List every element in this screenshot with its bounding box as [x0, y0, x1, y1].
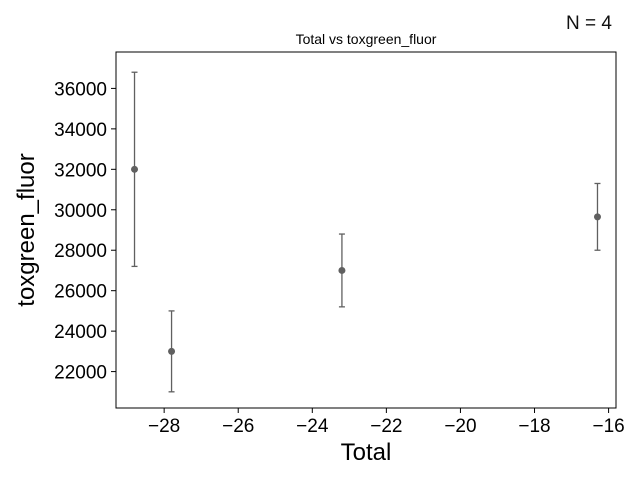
y-axis: 22000 24000 26000 28000 30000 32000 34000 36000	[54, 79, 116, 384]
sample-count-label: N = 4	[566, 13, 612, 34]
y-tick-label: 36000	[54, 79, 107, 100]
y-axis-label: toxgreen_fluor	[13, 153, 40, 306]
plot-frame	[115, 51, 617, 409]
x-tick-label: −16	[592, 416, 624, 437]
x-tick-label: −20	[444, 416, 476, 437]
x-axis: −28 −26 −24 −22 −20 −18 −16	[148, 408, 625, 437]
x-tick-label: −26	[222, 416, 254, 437]
y-tick-label: 26000	[54, 282, 107, 303]
data-points	[131, 71, 601, 393]
data-point	[168, 347, 176, 355]
y-tick-label: 24000	[54, 322, 107, 343]
y-tick-label: 30000	[54, 201, 107, 222]
y-tick-label: 34000	[54, 120, 107, 141]
x-axis-label: Total	[341, 439, 392, 466]
x-tick-label: −18	[518, 416, 550, 437]
y-tick-label: 32000	[54, 160, 107, 181]
y-tick-label: 22000	[54, 363, 107, 384]
x-tick-label: −22	[370, 416, 402, 437]
data-point	[593, 213, 601, 221]
x-tick-label: −28	[148, 416, 180, 437]
data-point	[131, 165, 139, 173]
y-tick-label: 28000	[54, 241, 107, 262]
chart-title: Total vs toxgreen_fluor	[296, 31, 437, 47]
x-tick-label: −24	[296, 416, 329, 437]
data-point	[338, 266, 346, 274]
